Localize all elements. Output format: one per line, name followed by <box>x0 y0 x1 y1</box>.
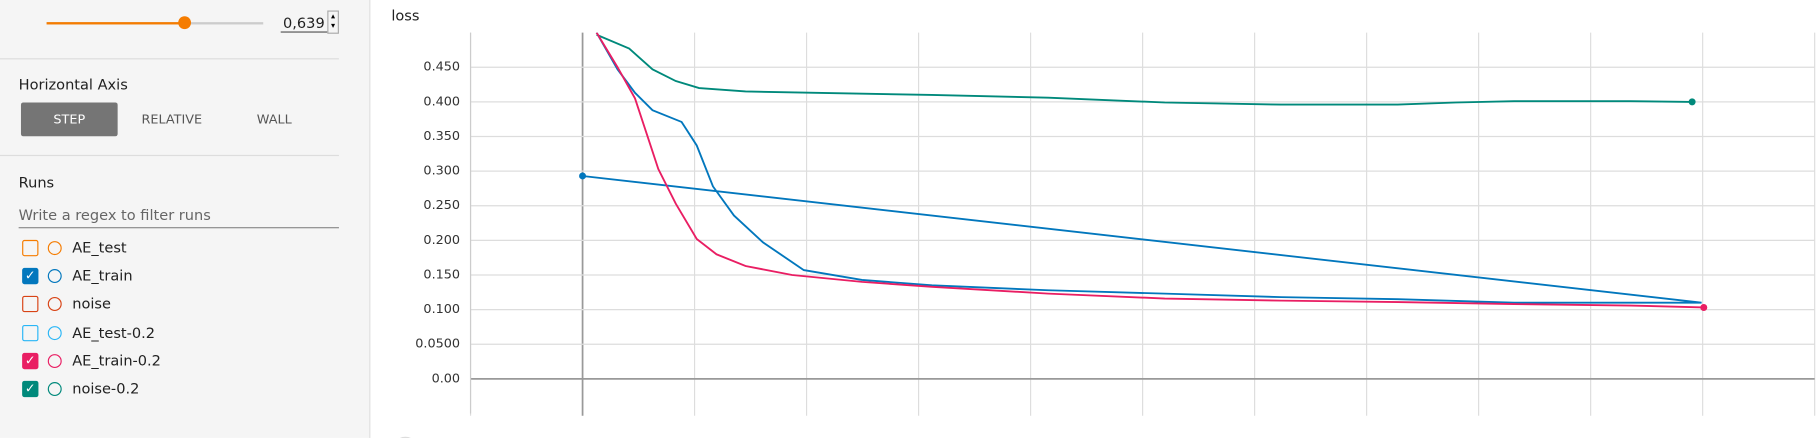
section-label: Runs <box>18 173 55 192</box>
section-label: Horizontal Axis <box>18 75 128 94</box>
slider-fill <box>46 22 185 25</box>
series-line <box>596 33 1693 106</box>
axis-button[interactable]: RELATIVE <box>141 111 203 127</box>
run-checkbox[interactable]: ✓ <box>22 268 39 285</box>
slider-knob[interactable] <box>178 16 192 30</box>
run-name[interactable]: noise-0.2 <box>72 379 140 398</box>
y-tick-label: 0.0500 <box>415 337 460 352</box>
series-line <box>595 32 1704 309</box>
y-tick-label: 0.00 <box>432 371 461 386</box>
chart: loss 0.00 0.0500 0.100 0.150 0.200 0.250 0.300… <box>391 7 1816 438</box>
chart-group: loss 0.00 0.0500 0.100 0.150 0.200 0.250 0.300… <box>391 7 1816 438</box>
run-color[interactable] <box>47 297 62 312</box>
chart-title: loss <box>391 7 419 24</box>
run-checkbox[interactable]: ✓ <box>22 352 39 369</box>
run-checkbox[interactable]: ✓ <box>22 380 39 398</box>
smoothing-value[interactable]: 0,639 <box>280 14 328 33</box>
run-name[interactable]: AE_train <box>72 266 133 285</box>
end-point <box>579 172 587 180</box>
divider <box>0 58 339 60</box>
y-tick-label: 0.350 <box>423 129 460 144</box>
y-tick-label: 0.400 <box>423 94 460 109</box>
spinner[interactable]: ▴ ▾ <box>327 10 339 34</box>
run-color[interactable] <box>47 382 62 397</box>
y-tick-label: 0.100 <box>423 302 460 317</box>
run-name[interactable]: AE_test-0.2 <box>72 323 156 341</box>
run-checkbox[interactable] <box>22 239 39 257</box>
y-tick-label: 0.250 <box>423 198 460 213</box>
run-color[interactable] <box>47 269 62 284</box>
run-name[interactable]: noise <box>72 295 111 313</box>
run-color[interactable] <box>47 325 62 340</box>
y-tick-label: 0.150 <box>423 267 460 282</box>
axis-button[interactable]: STEP <box>20 102 118 137</box>
run-name[interactable]: AE_train-0.2 <box>72 351 161 369</box>
end-point <box>1688 98 1696 106</box>
run-checkbox[interactable] <box>22 296 39 313</box>
run-color[interactable] <box>47 353 62 368</box>
y-tick-label: 0.200 <box>423 233 460 248</box>
run-color[interactable] <box>47 241 62 256</box>
axis-button[interactable]: WALL <box>256 111 292 127</box>
run-checkbox[interactable] <box>22 324 39 341</box>
sidebar: 0,639 ▴ ▾ Horizontal Axis STEP RELATIVE W… <box>0 0 371 438</box>
series-line <box>582 32 1702 304</box>
y-tick-label: 0.300 <box>423 164 460 179</box>
y-tick-label: 0.450 <box>423 60 460 75</box>
filter-input[interactable]: Write a regex to filter runs <box>18 206 339 229</box>
divider <box>0 154 339 157</box>
end-point <box>1700 304 1708 312</box>
run-name[interactable]: AE_test <box>72 238 127 257</box>
